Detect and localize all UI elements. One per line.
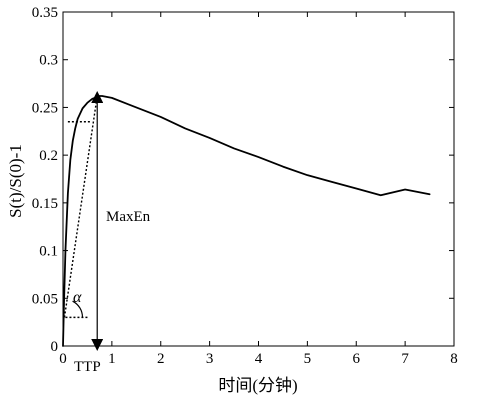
y-tick-label: 0.2 (39, 148, 58, 164)
x-tick-label: 6 (353, 351, 361, 367)
peak-point (95, 94, 99, 98)
x-tick-label: 0 (59, 351, 67, 367)
annotation-alpha: α (73, 289, 82, 306)
plot-frame (62, 11, 455, 347)
y-tick-label: 0.1 (39, 244, 58, 260)
series-line (62, 95, 431, 347)
x-axis-label: 时间(分钟) (218, 376, 297, 395)
y-tick-label: 0.05 (32, 291, 58, 307)
x-tick-label: 2 (157, 351, 165, 367)
y-tick-label: 0.35 (32, 5, 58, 21)
annotation-maxen: MaxEn (106, 209, 151, 225)
y-axis-label: S(t)/S(0)-1 (6, 144, 25, 218)
y-tick-label: 0.3 (39, 53, 58, 69)
y-tick-label: 0.25 (32, 100, 58, 116)
x-tick-label: 7 (401, 351, 409, 367)
y-tick-label: 0.15 (32, 196, 58, 212)
alpha-arc (72, 300, 84, 318)
annotation-ttp: TTP (74, 359, 101, 375)
x-tick-label: 1 (108, 351, 116, 367)
x-tick-label: 8 (450, 351, 458, 367)
x-tick-label: 4 (255, 351, 263, 367)
tangent-dotted-line (63, 95, 98, 318)
x-tick-label: 3 (206, 351, 214, 367)
y-tick-label: 0 (51, 339, 59, 355)
x-tick-label: 5 (304, 351, 312, 367)
